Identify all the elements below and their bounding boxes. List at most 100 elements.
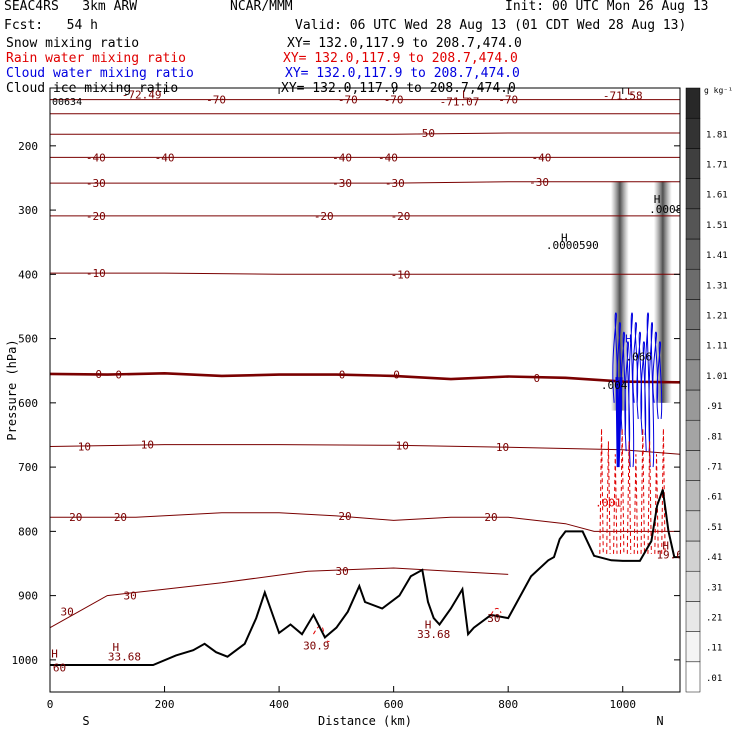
contour-label: -71.07	[440, 95, 480, 108]
contour-label: H	[113, 641, 120, 654]
contour-label: -71.58	[603, 90, 643, 103]
contour-label: 33.68	[417, 628, 450, 641]
cloud-water-contour	[628, 312, 635, 468]
y-tick-label: 900	[18, 590, 38, 603]
rain-water-contour	[619, 428, 625, 554]
colorbar-box	[685, 570, 701, 602]
contour-label: 0	[393, 369, 400, 382]
contour-label: -30	[332, 177, 352, 190]
colorbar-label: 1.31	[706, 281, 728, 291]
contour-label: 0	[339, 369, 346, 382]
rain-water-contour	[640, 428, 645, 554]
contour-label: H	[51, 647, 58, 660]
rain-water-contour	[490, 607, 502, 616]
colorbar-box	[685, 359, 701, 391]
contour-label: .004	[601, 379, 628, 392]
cloud-water-contour	[624, 341, 631, 452]
snow-shading-column	[653, 181, 672, 403]
isotherm-20	[50, 512, 680, 532]
colorbar-box	[685, 117, 701, 149]
colorbar-label: .71	[706, 463, 722, 473]
colorbar-label: .01	[706, 674, 722, 684]
rain-water-contour	[606, 441, 611, 554]
x-axis-label: Distance (km)	[318, 714, 412, 728]
contour-label: 20	[114, 511, 127, 524]
colorbar-box	[685, 238, 701, 270]
isotherm-minus10	[50, 272, 680, 275]
y-tick-label: 1000	[12, 654, 39, 667]
contour-label: .0000590	[546, 239, 599, 252]
contour-label: -72.49	[122, 88, 162, 101]
contour-label: H	[425, 619, 432, 632]
north-label: N	[656, 714, 663, 728]
colorbar-label: .41	[706, 553, 722, 563]
colorbar-unit: g kg⁻¹	[704, 86, 733, 95]
x-tick-label: 0	[47, 698, 54, 711]
contour-label: -20	[86, 210, 106, 223]
cloud-water-contour	[656, 341, 663, 419]
isotherm-minus30	[50, 181, 680, 184]
contour-label: H	[654, 193, 661, 206]
colorbar-label: 1.81	[706, 130, 728, 140]
contour-label: .001	[595, 496, 622, 509]
contour-label: -30	[529, 176, 549, 189]
rain-water-contour	[613, 454, 618, 554]
contour-label: 20	[338, 510, 351, 523]
x-tick-label: 600	[384, 698, 404, 711]
contour-label: -10	[391, 268, 411, 281]
colorbar-box	[685, 268, 701, 300]
x-tick-label: 400	[269, 698, 289, 711]
rain-water-contour	[599, 428, 604, 554]
cloud-water-contour-dense	[615, 377, 623, 468]
contour-label: 10	[78, 441, 91, 454]
field-xy-rain: XY= 132.0,117.9 to 208.7,474.0	[283, 51, 518, 66]
init-time: Init: 00 UTC Mon 26 Aug 13	[505, 0, 709, 14]
contour-label: 30	[61, 606, 74, 619]
contour-label: 0	[95, 368, 102, 381]
cloud-water-contour	[644, 312, 651, 452]
colorbar-label: 1.01	[706, 372, 728, 382]
contour-label: 20	[69, 511, 82, 524]
corner-value-label: 00634	[52, 97, 82, 108]
y-tick-label: 800	[18, 525, 38, 538]
forecast-hour: Fcst: 54 h	[4, 18, 98, 33]
contour-label: .066	[626, 351, 653, 364]
colorbar-label: .21	[706, 614, 722, 624]
field-name-rain: Rain water mixing ratio	[6, 51, 187, 66]
colorbar-box	[685, 540, 701, 572]
contour-label: -70	[206, 94, 226, 107]
rain-water-contour	[633, 454, 639, 554]
field-xy-snow: XY= 132.0,117.9 to 208.7,474.0	[287, 36, 522, 51]
contour-label: -10	[86, 267, 106, 280]
contour-label: 30	[487, 612, 500, 625]
colorbar-box	[685, 87, 701, 119]
plot-frame	[49, 87, 681, 693]
contour-label: -30	[385, 177, 405, 190]
y-tick-label: 500	[18, 333, 38, 346]
contour-label: -70	[384, 94, 404, 107]
rain-water-contour	[647, 441, 652, 554]
colorbar-box	[685, 208, 701, 240]
contour-label: -70	[338, 94, 358, 107]
colorbar-label: 1.41	[706, 251, 728, 261]
colorbar-box	[685, 631, 701, 663]
contour-label: -70	[498, 94, 518, 107]
isotherm-10	[50, 444, 680, 455]
contour-label: H	[561, 232, 568, 245]
contour-label: 2.60	[40, 662, 67, 675]
contour-label: -40	[155, 151, 175, 164]
terrain-line	[50, 489, 680, 666]
cloud-water-contour	[640, 341, 647, 436]
colorbar-label: 1.21	[706, 312, 728, 322]
contour-label: L	[627, 85, 634, 98]
contour-label: 30	[335, 565, 348, 578]
contour-label: 30.9	[303, 640, 330, 653]
contour-label: H	[625, 333, 632, 346]
cloud-water-contours	[612, 312, 663, 468]
colorbar-box	[685, 329, 701, 361]
colorbar-label: .61	[706, 493, 722, 503]
colorbar-label: .31	[706, 583, 722, 593]
y-tick-label: 200	[18, 140, 38, 153]
x-tick-label: 1000	[609, 698, 636, 711]
